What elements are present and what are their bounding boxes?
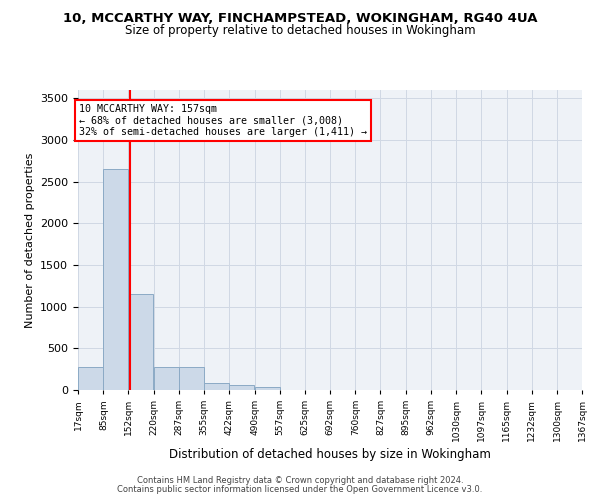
Text: 10, MCCARTHY WAY, FINCHAMPSTEAD, WOKINGHAM, RG40 4UA: 10, MCCARTHY WAY, FINCHAMPSTEAD, WOKINGH… — [63, 12, 537, 26]
Bar — [179, 366, 204, 390]
Text: Contains public sector information licensed under the Open Government Licence v3: Contains public sector information licen… — [118, 485, 482, 494]
Text: Contains HM Land Registry data © Crown copyright and database right 2024.: Contains HM Land Registry data © Crown c… — [137, 476, 463, 485]
Bar — [204, 382, 229, 390]
Text: Size of property relative to detached houses in Wokingham: Size of property relative to detached ho… — [125, 24, 475, 37]
Bar — [229, 385, 254, 390]
Text: 10 MCCARTHY WAY: 157sqm
← 68% of detached houses are smaller (3,008)
32% of semi: 10 MCCARTHY WAY: 157sqm ← 68% of detache… — [79, 104, 367, 138]
Y-axis label: Number of detached properties: Number of detached properties — [25, 152, 35, 328]
Bar — [254, 386, 280, 390]
X-axis label: Distribution of detached houses by size in Wokingham: Distribution of detached houses by size … — [169, 448, 491, 461]
Bar — [78, 366, 103, 390]
Bar — [128, 294, 154, 390]
Bar — [103, 169, 128, 390]
Bar — [154, 366, 179, 390]
